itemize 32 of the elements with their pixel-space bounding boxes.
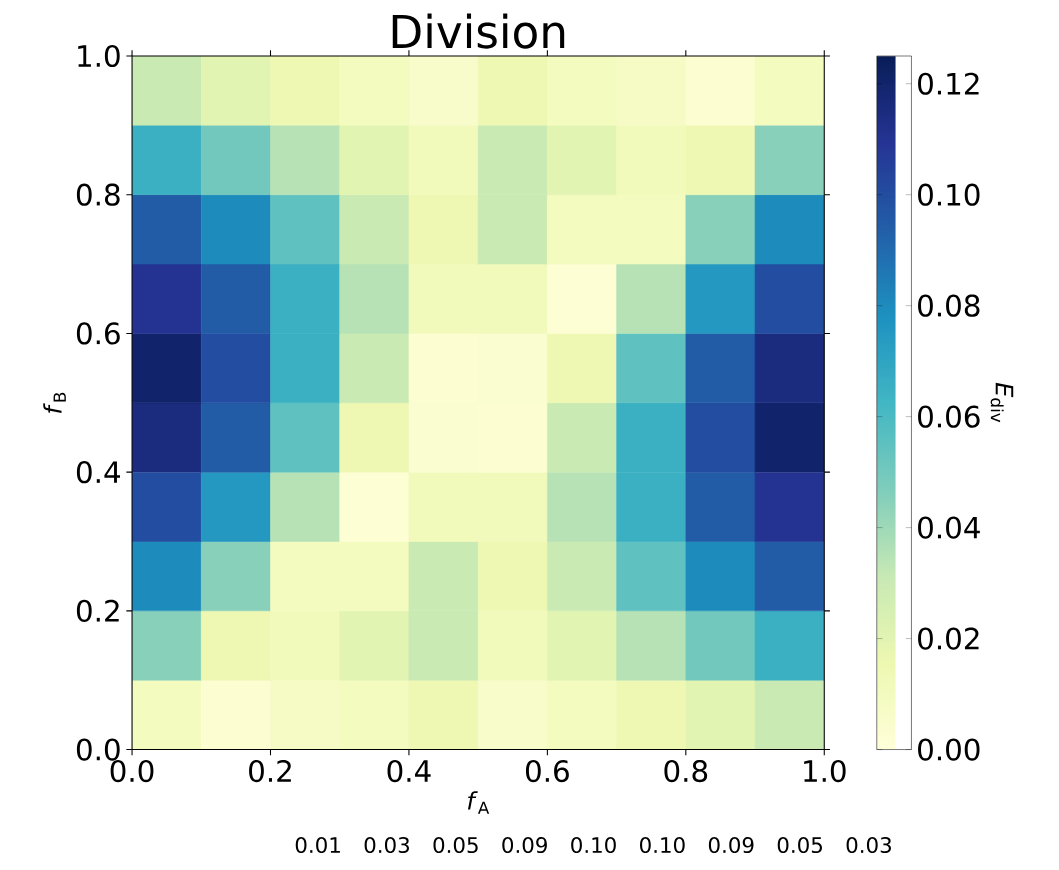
color-bar-title: E$_{div}$ [990, 383, 1014, 423]
color-bar-label: 0.00 [918, 738, 980, 761]
text: 0.05 [777, 837, 822, 854]
text: 0.10 [571, 837, 616, 854]
text: 0.09 [502, 837, 547, 854]
color-bar-label: 0.04 [918, 516, 980, 539]
color-bar-label: 0.12 [918, 72, 979, 96]
color-bar-label: 0.08 [918, 294, 980, 317]
x-tick-label: 0.8 [664, 760, 708, 783]
x-tick-label: 0.2 [249, 760, 291, 783]
x-tick-label: 0.4 [387, 760, 431, 783]
text: 0.03 [846, 837, 891, 854]
text: 0.01 [295, 837, 340, 854]
text: 0.09 [708, 837, 754, 854]
y-tick-label: 1.0 [78, 45, 120, 68]
x-tick-label: 0.6 [525, 760, 569, 783]
text: 0.10 [640, 837, 685, 854]
y-tick-label: 0.8 [76, 183, 120, 207]
y-tick-label: 0.4 [76, 461, 120, 484]
color-bar-label: 0.06 [918, 405, 980, 428]
chart-title: Division [392, 13, 565, 49]
color-bar-label: 0.02 [918, 627, 979, 650]
text: 0.03 [364, 837, 409, 854]
x-tick-label: 1.0 [804, 760, 846, 783]
y-tick-label: 0.6 [76, 322, 120, 345]
color-bar-label: 0.10 [918, 183, 980, 207]
text: 0.05 [433, 837, 478, 854]
y-axis-title: f$_{B}$ [43, 393, 66, 414]
y-tick-label: 0.2 [76, 599, 119, 623]
y-tick-label: 0.0 [76, 738, 120, 761]
x-axis-title: f$_{A}$ [467, 791, 490, 815]
x-tick-label: 0.0 [110, 760, 154, 783]
